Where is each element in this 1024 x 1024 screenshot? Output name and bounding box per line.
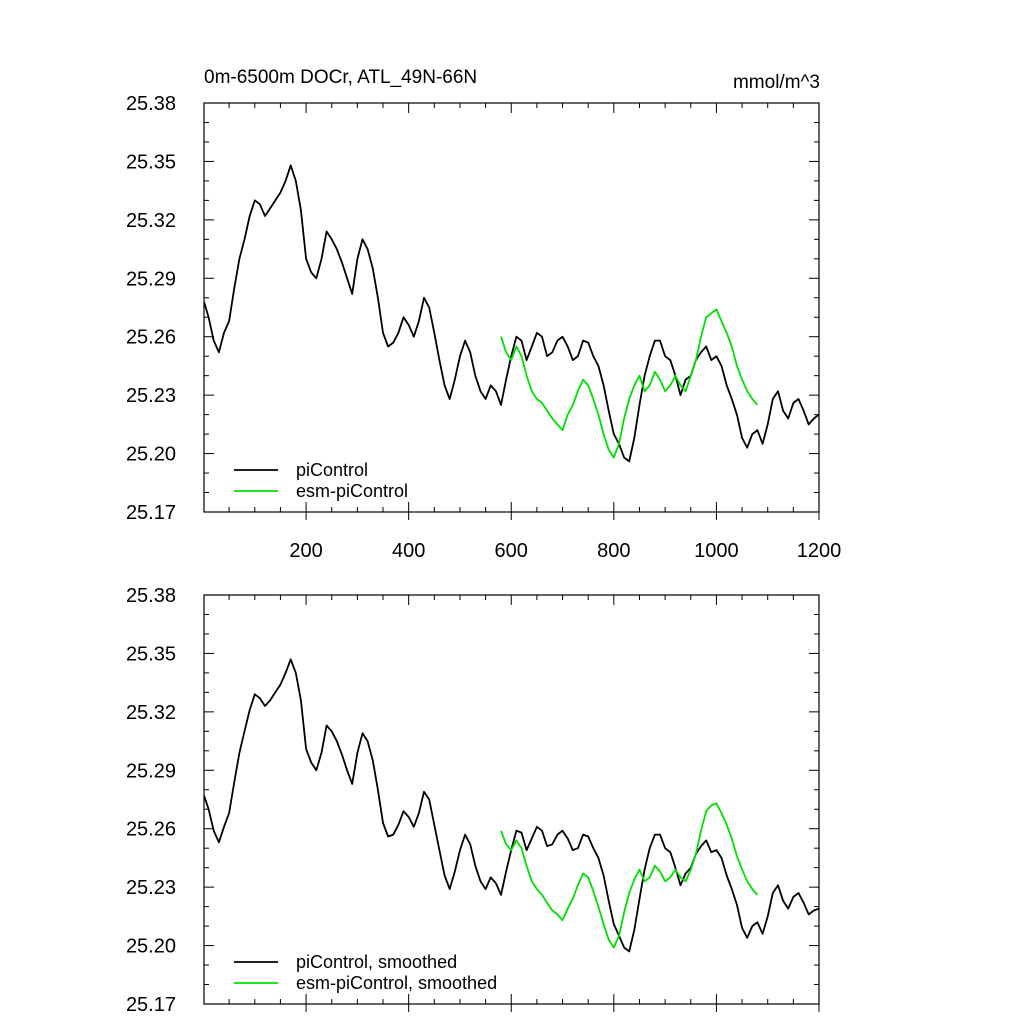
series-line-esm-picontrol xyxy=(500,308,759,459)
y-tick-label: 25.20 xyxy=(126,936,176,958)
y-tick-label: 25.20 xyxy=(126,444,176,466)
y-tick-label: 25.26 xyxy=(126,327,176,349)
units-label: mmol/m^3 xyxy=(733,72,820,93)
y-tick-label: 25.17 xyxy=(126,502,176,524)
y-tick-label: 25.38 xyxy=(126,585,176,607)
x-tick-label: 1200 xyxy=(797,540,842,562)
y-tick-label: 25.29 xyxy=(126,268,176,290)
y-tick-label: 25.35 xyxy=(126,643,176,665)
y-tick-label: 25.32 xyxy=(126,702,176,724)
y-tick-label: 25.17 xyxy=(126,994,176,1016)
x-tick-label: 200 xyxy=(289,540,322,562)
y-tick-label: 25.38 xyxy=(126,93,176,115)
y-tick-label: 25.26 xyxy=(126,819,176,841)
y-tick-label: 25.32 xyxy=(126,210,176,232)
legend-label: esm-piControl xyxy=(296,481,408,501)
legend-label: piControl, smoothed xyxy=(296,952,457,972)
y-tick-label: 25.23 xyxy=(126,385,176,407)
legend-label: esm-piControl, smoothed xyxy=(296,973,497,993)
series-line-esm-picontrol-smoothed xyxy=(500,802,759,949)
y-tick-label: 25.35 xyxy=(126,151,176,173)
chart-title: 0m-6500m DOCr, ATL_49N-66N xyxy=(204,67,477,88)
plot-frame xyxy=(203,594,820,1005)
legend-label: piControl xyxy=(296,460,368,480)
x-tick-label: 600 xyxy=(495,540,528,562)
x-tick-label: 400 xyxy=(392,540,425,562)
bottom-panel: 25.17 25.20 25.23 25.26 25.29 25.32 25.35 25.38… xyxy=(126,585,820,1016)
x-tick-label: 1000 xyxy=(694,540,739,562)
x-tick-label: 800 xyxy=(597,540,630,562)
series-line-picontrol-smoothed xyxy=(204,658,819,953)
y-tick-label: 25.23 xyxy=(126,877,176,899)
plot-frame xyxy=(203,102,820,513)
y-tick-label: 25.29 xyxy=(126,760,176,782)
top-panel: 25.17 25.20 25.23 25.26 25.29 25.32 25.35 25.38… xyxy=(126,93,841,562)
series-line-picontrol xyxy=(204,164,819,463)
